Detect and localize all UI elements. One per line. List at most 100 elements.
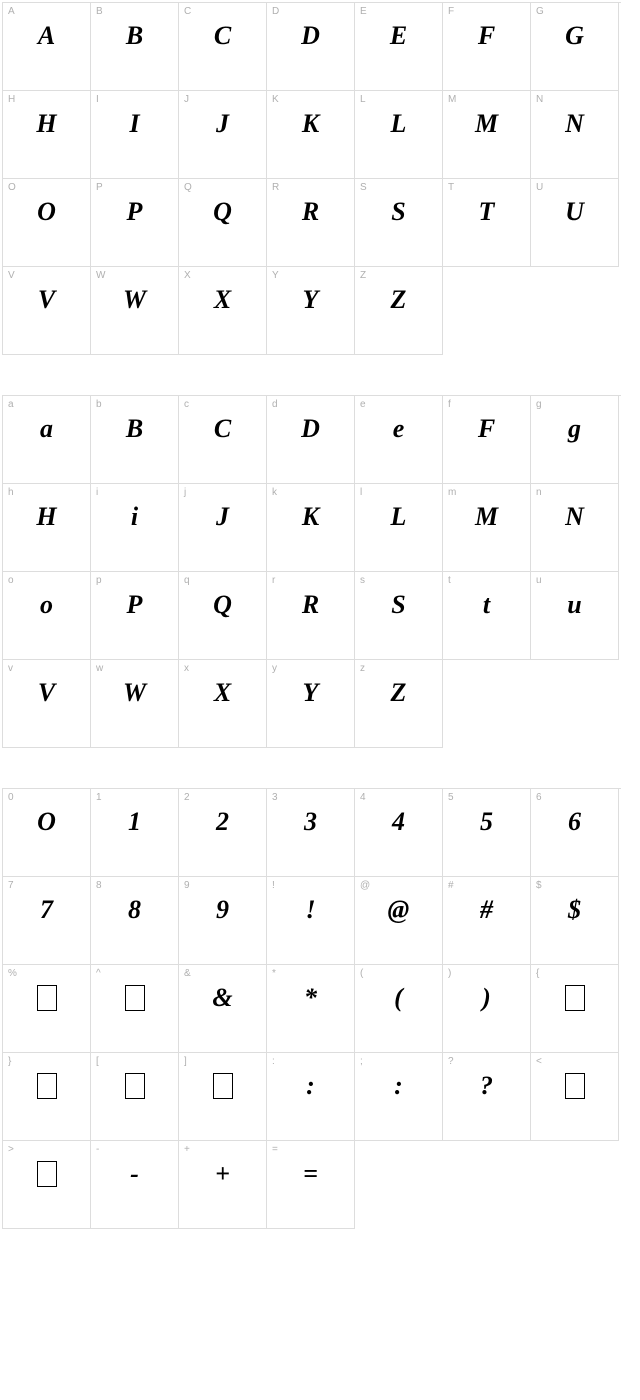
glyph-display: : [267, 1073, 354, 1099]
glyph-cell: YY [267, 267, 355, 355]
glyph-label: d [272, 399, 278, 410]
glyph-cell: DD [267, 3, 355, 91]
glyph-cell: JJ [179, 91, 267, 179]
glyph-label: * [272, 968, 276, 979]
glyph-cell: BB [91, 3, 179, 91]
glyph-cell: MM [443, 91, 531, 179]
glyph-display: u [531, 592, 618, 618]
glyph-label: 7 [8, 880, 14, 891]
glyph-cell: GG [531, 3, 619, 91]
glyph-display: H [3, 111, 90, 137]
glyph-display [125, 1073, 145, 1099]
glyph-grid-numbers-symbols: 0O112233445566778899!!@@##$$%^&&**(()){}… [2, 788, 621, 1229]
glyph-cell: hH [3, 484, 91, 572]
glyph-display: = [267, 1161, 354, 1187]
glyph-cell: -- [91, 1141, 179, 1229]
glyph-display: 7 [3, 897, 90, 923]
glyph-display: P [91, 592, 178, 618]
glyph-display: ) [443, 985, 530, 1011]
glyph-display: F [443, 23, 530, 49]
glyph-cell: VV [3, 267, 91, 355]
glyph-label: ? [448, 1056, 454, 1067]
glyph-display: ? [443, 1073, 530, 1099]
glyph-label: = [272, 1144, 278, 1155]
glyph-label: v [8, 663, 13, 674]
glyph-cell: KK [267, 91, 355, 179]
glyph-cell: % [3, 965, 91, 1053]
glyph-cell: 33 [267, 789, 355, 877]
glyph-grid-uppercase: AABBCCDDEEFFGGHHIIJJKKLLMMNNOOPPQQRRSSTT… [2, 2, 621, 355]
glyph-label: l [360, 487, 362, 498]
glyph-label: ] [184, 1056, 187, 1067]
glyph-display: D [267, 416, 354, 442]
glyph-display [37, 1073, 57, 1099]
glyph-cell: qQ [179, 572, 267, 660]
glyph-display: C [179, 416, 266, 442]
glyph-label: 6 [536, 792, 542, 803]
glyph-cell: 11 [91, 789, 179, 877]
glyph-label: 8 [96, 880, 102, 891]
glyph-display: i [91, 504, 178, 530]
glyph-display [565, 1073, 585, 1099]
glyph-display: L [355, 111, 442, 137]
glyph-display: Q [179, 592, 266, 618]
glyph-label: # [448, 880, 454, 891]
glyph-cell: rR [267, 572, 355, 660]
glyph-display [37, 985, 57, 1011]
glyph-display: T [443, 199, 530, 225]
glyph-label: t [448, 575, 451, 586]
glyph-cell: vV [3, 660, 91, 748]
glyph-display: X [179, 287, 266, 313]
glyph-cell: ii [91, 484, 179, 572]
glyph-display: N [531, 504, 618, 530]
glyph-label: n [536, 487, 542, 498]
glyph-display: O [3, 809, 90, 835]
glyph-label: y [272, 663, 277, 674]
glyph-display: $ [531, 897, 618, 923]
glyph-cell: pP [91, 572, 179, 660]
glyph-cell: tt [443, 572, 531, 660]
glyph-label: $ [536, 880, 542, 891]
glyph-label: c [184, 399, 189, 410]
glyph-cell: && [179, 965, 267, 1053]
glyph-cell: ee [355, 396, 443, 484]
glyph-label: a [8, 399, 14, 410]
glyph-cell: ZZ [355, 267, 443, 355]
glyph-label: B [96, 6, 103, 17]
glyph-cell: CC [179, 3, 267, 91]
glyph-cell: (( [355, 965, 443, 1053]
glyph-cell: !! [267, 877, 355, 965]
glyph-display: C [179, 23, 266, 49]
glyph-label: 0 [8, 792, 14, 803]
glyph-label: L [360, 94, 366, 105]
glyph-label: z [360, 663, 365, 674]
glyph-cell: dD [267, 396, 355, 484]
glyph-cell: xX [179, 660, 267, 748]
glyph-display: Z [355, 287, 442, 313]
glyph-label: + [184, 1144, 190, 1155]
glyph-cell: lL [355, 484, 443, 572]
glyph-cell: 66 [531, 789, 619, 877]
glyph-label: x [184, 663, 189, 674]
glyph-label: @ [360, 880, 370, 891]
glyph-label: s [360, 575, 365, 586]
glyph-label: < [536, 1056, 542, 1067]
glyph-display: K [267, 111, 354, 137]
glyph-display: K [267, 504, 354, 530]
glyph-cell: jJ [179, 484, 267, 572]
glyph-display: Y [267, 680, 354, 706]
glyph-display: E [355, 23, 442, 49]
glyph-display [565, 985, 585, 1011]
glyph-label: % [8, 968, 17, 979]
glyph-cell: LL [355, 91, 443, 179]
glyph-cell: [ [91, 1053, 179, 1141]
glyph-display [37, 1161, 57, 1187]
glyph-label: X [184, 270, 191, 281]
glyph-cell: AA [3, 3, 91, 91]
glyph-display: o [3, 592, 90, 618]
glyph-cell: EE [355, 3, 443, 91]
glyph-display: L [355, 504, 442, 530]
glyph-label: 1 [96, 792, 102, 803]
glyph-cell: mM [443, 484, 531, 572]
glyph-display: D [267, 23, 354, 49]
